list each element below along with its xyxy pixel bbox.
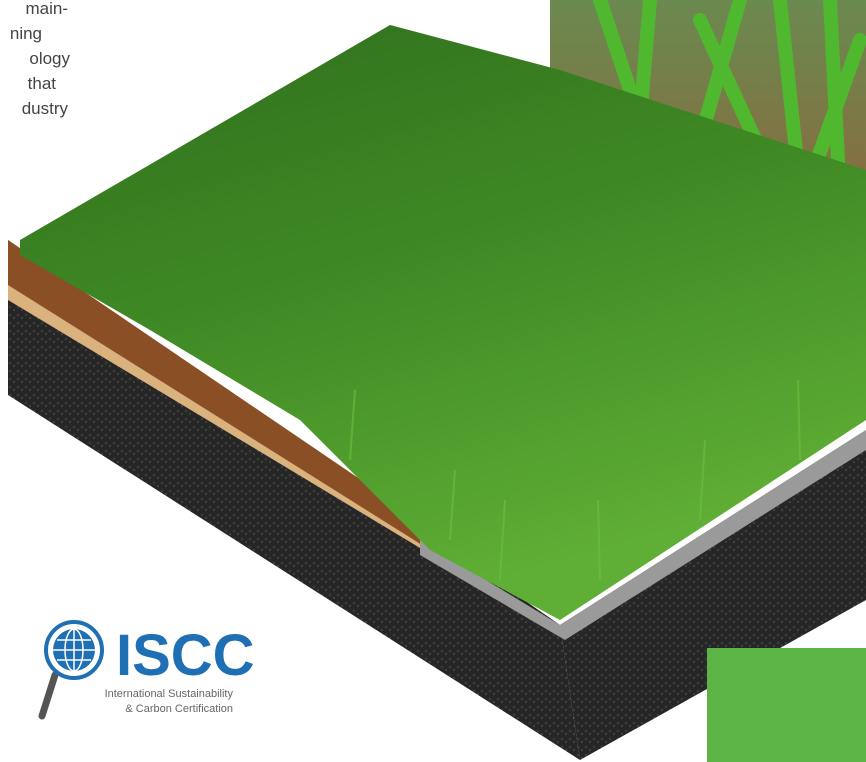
intro-text: main- ning ology that dustry [10, 0, 71, 118]
turf-illustration [8, 25, 866, 760]
logo-line: & Carbon Certification [125, 703, 233, 715]
intro-line: dustry [22, 99, 69, 118]
logo-line: International Sustainability [105, 688, 234, 700]
intro-line: main- [25, 0, 68, 18]
logo-acronym: ISCC [116, 623, 255, 688]
iscc-logo[interactable]: ISCC International Sustainability & Carb… [38, 620, 255, 720]
accent-block [707, 648, 866, 762]
intro-line: ning [10, 24, 42, 43]
intro-line: ology [29, 49, 70, 68]
intro-line: that [28, 74, 57, 93]
